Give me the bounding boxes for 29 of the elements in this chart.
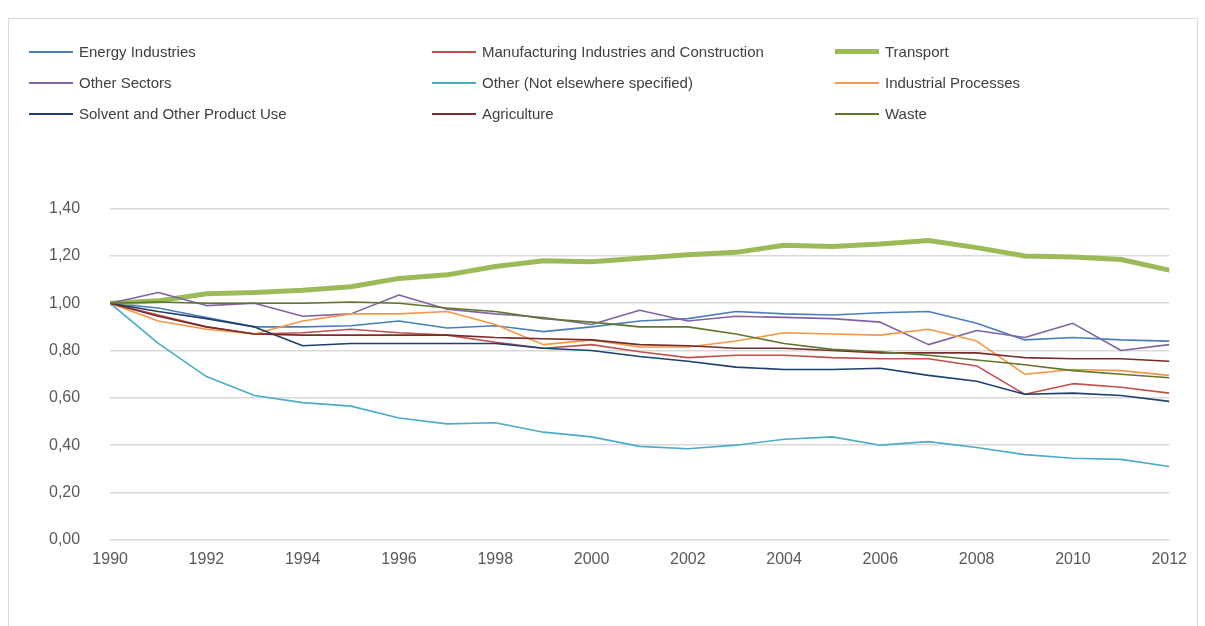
x-tick-label: 2004 [766,549,802,567]
x-tick-label: 1990 [92,549,129,567]
legend-label: Energy Industries [79,43,196,60]
x-tick-label: 2000 [573,549,610,567]
y-tick-label: 0,60 [49,388,81,406]
x-tick-label: 1996 [381,549,417,567]
y-tick-label: 0,20 [49,482,81,500]
x-tick-label: 1998 [477,549,514,567]
x-tick-label: 1992 [188,549,225,567]
legend-label: Industrial Processes [885,74,1021,91]
legend-label: Agriculture [482,105,554,122]
x-tick-label: 2010 [1055,549,1091,567]
y-tick-label: 1,40 [49,199,81,217]
x-tick-label: 2006 [862,549,899,567]
y-tick-label: 0,80 [49,340,81,358]
legend-label: Manufacturing Industries and Construction [482,43,764,60]
y-tick-label: 1,00 [49,293,81,311]
legend-label: Transport [885,43,949,60]
y-tick-label: 1,20 [49,246,81,264]
y-tick-label: 0,00 [49,530,81,548]
x-tick-label: 2002 [670,549,706,567]
legend-label: Other Sectors [79,74,172,91]
x-tick-label: 1994 [284,549,321,567]
y-tick-label: 0,40 [49,435,81,453]
x-tick-label: 2012 [1151,549,1188,567]
legend-label: Waste [885,105,927,122]
legend-label: Solvent and Other Product Use [79,105,287,122]
x-tick-label: 2008 [958,549,995,567]
legend-label: Other (Not elsewhere specified) [482,74,693,91]
